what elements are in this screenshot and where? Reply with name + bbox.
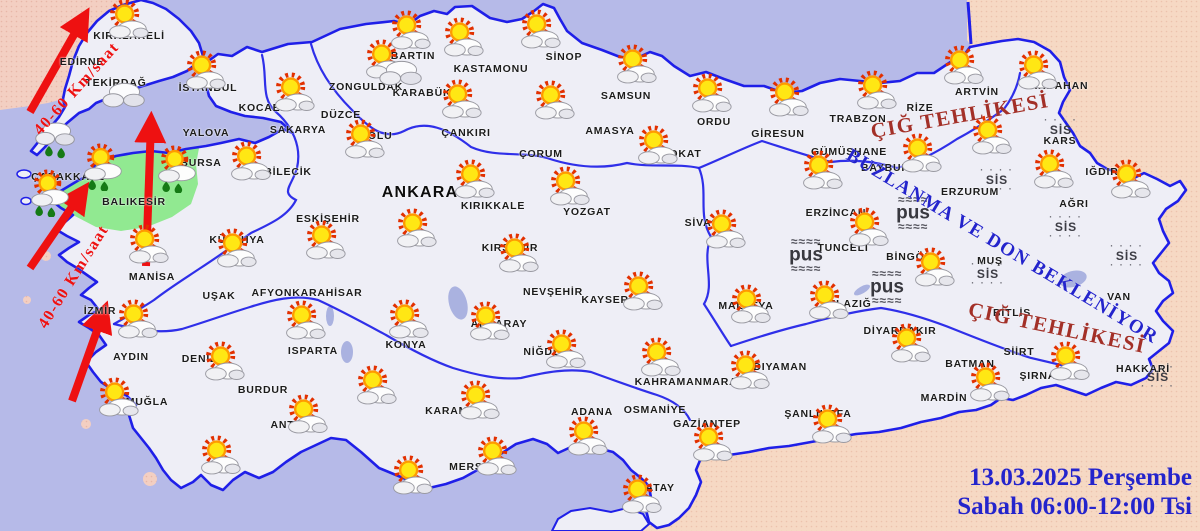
georgia-border-line [966,1,973,45]
greek-islands [23,251,157,486]
footer-date-line: 13.03.2025 Perşembe [969,464,1192,491]
foreign-land-west [0,0,141,110]
turkish-islands [16,169,32,206]
wind-arrow [26,7,90,114]
footer-time-line: Sabah 06:00-12:00 Tsi [957,492,1192,520]
foreign-land-east [640,0,1200,531]
forecast-date-footer: 13.03.2025 Perşembe Sabah 06:00-12:00 Ts… [957,464,1192,522]
wind-arrow [134,110,167,267]
wind-arrow [26,181,90,271]
lakes [326,270,1087,363]
wind-arrow [68,300,113,403]
